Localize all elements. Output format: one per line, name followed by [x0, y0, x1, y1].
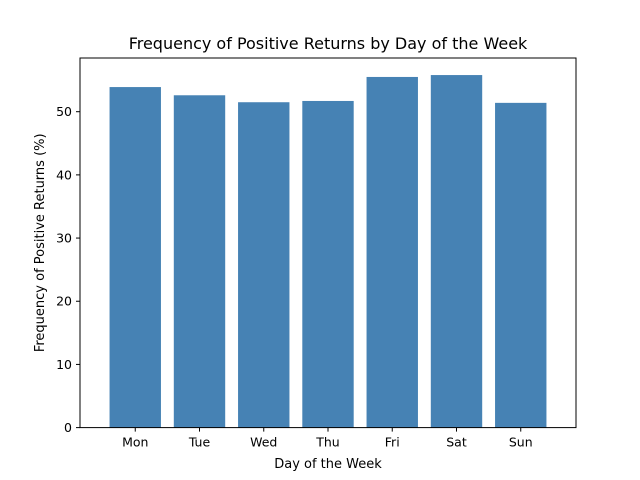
x-tick-label-sun: Sun [509, 435, 533, 450]
bar-thu [302, 100, 354, 428]
bar-mon [109, 87, 161, 428]
chart-title: Frequency of Positive Returns by Day of … [129, 34, 528, 53]
y-tick-label-50: 50 [56, 104, 72, 119]
bar-tue [173, 95, 226, 428]
x-tick-label-sat: Sat [446, 435, 467, 450]
y-tick-label-20: 20 [56, 294, 72, 309]
x-tick-label-thu: Thu [315, 435, 339, 450]
x-axis-label: Day of the Week [274, 457, 382, 472]
x-tick-label-fri: Fri [385, 435, 400, 450]
y-tick-label-10: 10 [56, 357, 72, 372]
y-axis-label: Frequency of Positive Returns (%) [33, 133, 48, 352]
x-tick-label-tue: Tue [188, 435, 211, 450]
bar-wed [238, 102, 290, 428]
bar-sun [495, 102, 547, 428]
x-axis: Mon Tue Wed Thu Fri Sat Sun [122, 427, 533, 450]
y-tick-label-0: 0 [64, 420, 72, 435]
y-axis: 0 10 20 30 40 50 [56, 104, 80, 435]
bar-sat [430, 75, 483, 428]
x-tick-label-mon: Mon [122, 435, 148, 450]
y-tick-label-30: 30 [56, 231, 72, 246]
bars [109, 75, 547, 428]
bar-fri [366, 76, 418, 428]
x-tick-label-wed: Wed [250, 435, 277, 450]
y-tick-label-40: 40 [56, 167, 72, 182]
